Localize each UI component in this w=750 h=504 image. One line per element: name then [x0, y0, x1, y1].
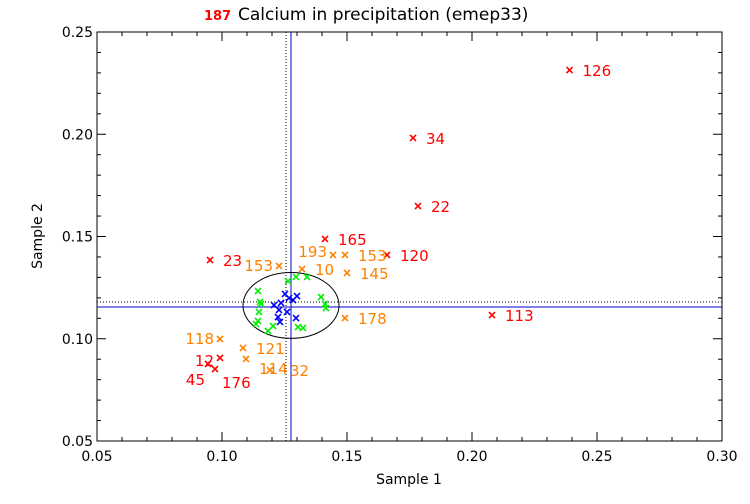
data-point-orange — [216, 335, 224, 343]
x-tick-label: 0.10 — [206, 449, 237, 465]
data-label: 153 — [358, 247, 387, 265]
data-point-orange — [329, 251, 337, 259]
data-point-orange — [343, 269, 351, 277]
data-point-green — [252, 320, 260, 328]
data-point-green — [322, 304, 330, 312]
data-point-blue — [274, 313, 282, 321]
data-label: 153 — [244, 257, 273, 275]
data-point-red — [204, 360, 212, 368]
data-point-orange — [275, 262, 283, 270]
data-point-orange — [266, 366, 274, 374]
data-point-blue — [275, 306, 283, 314]
data-point-blue — [289, 296, 297, 304]
data-label: 120 — [400, 247, 429, 265]
y-tick-label: 0.10 — [62, 332, 93, 348]
chart-title-prefix: 187 — [204, 9, 231, 24]
data-point-green — [255, 308, 263, 316]
y-tick-label: 0.15 — [62, 230, 93, 246]
y-axis-label: Sample 2 — [30, 203, 46, 269]
reference-ellipse — [242, 271, 340, 339]
data-point-red — [488, 311, 496, 319]
chart-title: Calcium in precipitation (emep33) — [238, 5, 528, 25]
data-point-red — [321, 235, 329, 243]
x-tick-label: 0.15 — [331, 449, 362, 465]
y-tick-label: 0.05 — [62, 434, 93, 450]
data-point-blue — [285, 294, 293, 302]
data-label: 23 — [223, 252, 242, 270]
data-point-orange — [242, 355, 250, 363]
data-label: 118 — [185, 330, 214, 348]
data-point-red — [409, 134, 417, 142]
y-tick-label: 0.25 — [62, 25, 93, 41]
data-point-orange — [341, 251, 349, 259]
data-point-red — [211, 365, 219, 373]
data-label: 45 — [186, 371, 205, 389]
data-label: 114 — [259, 360, 288, 378]
data-label: 193 — [298, 243, 327, 261]
data-point-green — [299, 324, 307, 332]
data-label: 10 — [315, 261, 334, 279]
data-point-red — [216, 354, 224, 362]
data-point-green — [264, 327, 272, 335]
data-point-green — [317, 293, 325, 301]
data-point-blue — [292, 314, 300, 322]
data-label: 113 — [505, 307, 534, 325]
x-tick-label: 0.25 — [581, 449, 612, 465]
data-label: 12 — [195, 352, 214, 370]
x-tick-label: 0.30 — [706, 449, 737, 465]
data-label: 126 — [583, 62, 612, 80]
data-label: 22 — [431, 198, 450, 216]
data-point-blue — [283, 308, 291, 316]
data-point-orange — [298, 265, 306, 273]
data-label: 178 — [358, 310, 387, 328]
x-tick-label: 0.05 — [81, 449, 112, 465]
data-point-red — [206, 256, 214, 264]
data-point-red — [383, 251, 391, 259]
data-label: 145 — [360, 265, 389, 283]
data-label: 34 — [426, 130, 445, 148]
y-tick-label: 0.20 — [62, 127, 93, 143]
data-point-blue — [277, 299, 285, 307]
data-point-green — [303, 273, 311, 281]
data-label: 32 — [290, 362, 309, 380]
data-point-red — [414, 202, 422, 210]
data-point-green — [254, 287, 262, 295]
data-label: 165 — [338, 231, 367, 249]
data-label: 121 — [256, 340, 285, 358]
data-point-green — [284, 277, 292, 285]
data-label: 176 — [222, 374, 251, 392]
data-point-blue — [276, 318, 284, 326]
data-point-orange — [341, 314, 349, 322]
data-point-green — [292, 273, 300, 281]
data-point-orange — [239, 344, 247, 352]
data-point-red — [565, 66, 574, 74]
data-point-green — [257, 300, 265, 308]
x-axis-label: Sample 1 — [376, 472, 442, 488]
x-tick-label: 0.20 — [456, 449, 487, 465]
